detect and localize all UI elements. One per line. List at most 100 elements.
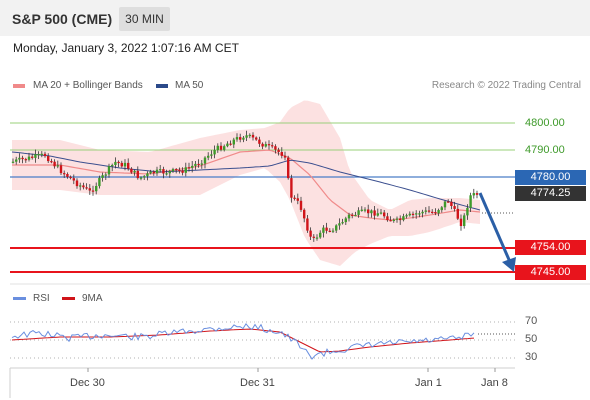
candle-body [248,134,251,137]
candle-body [75,180,79,187]
candle-body [319,232,322,238]
candle-body [373,210,376,216]
candle-body [392,219,395,221]
candle-body [69,176,72,179]
candle-body [47,156,50,162]
candle-body [178,170,181,172]
candle-body [88,188,91,191]
support-2-label: 4745.00 [515,265,586,280]
pivot-label: 4780.00 [515,170,586,185]
resistance-1-label: 4790.00 [525,144,565,156]
candle-body [431,211,434,213]
candle-body [287,157,290,179]
candle-body [370,210,373,214]
candle-body [223,146,226,150]
candle-body [469,195,472,208]
candle-body [443,201,447,208]
candle-body [376,213,379,216]
ma50-swatch [156,84,168,88]
rsi-line [11,322,475,360]
candle-body [165,173,168,175]
candle-body [146,173,149,177]
candle-body [95,186,98,192]
candle-body [120,162,123,167]
candle-body [280,152,283,156]
candle-body [114,161,117,165]
candle-body [50,161,53,163]
candle-body [322,227,325,233]
candle-body [133,170,136,173]
forecast-arrow-head [502,257,516,272]
candle-body [152,171,155,174]
resistance-2-label: 4800.00 [525,117,565,129]
candle-body [72,178,75,181]
candle-body [27,156,31,160]
xaxis-label-jan8: Jan 8 [481,377,508,389]
candle-body [341,222,344,224]
ma20-line [12,149,481,221]
candle-body [351,214,354,216]
candle-body [235,137,239,140]
candle-body [226,143,229,147]
instrument-title: S&P 500 (CME) [12,11,113,27]
candle-body [363,209,367,211]
candle-body [200,163,203,165]
candle-body [245,135,248,138]
candle-body [367,209,370,214]
ma50-line [11,151,481,211]
candle-body [171,169,175,172]
candle-body [143,176,146,178]
candle-body [344,218,347,223]
candle-body [66,174,69,177]
legend-rsi: RSI [33,293,50,304]
timeframe-button[interactable]: 30 MIN [119,7,170,31]
candle-body [325,227,328,231]
candle-body [31,156,34,158]
candle-body [239,137,242,140]
candle-body [82,185,85,188]
candle-body [251,134,255,138]
candle-body [411,213,415,215]
candle-body [59,165,63,174]
xaxis-label-jan1: Jan 1 [415,377,442,389]
candle-body [360,209,363,211]
candle-body [123,162,127,167]
candle-body [415,213,418,215]
candle-body [309,230,312,237]
candle-body [155,169,159,174]
candle-body [261,143,264,147]
candle-body [463,215,466,226]
candle-body [296,198,299,201]
candle-body [306,218,309,231]
candle-body [168,171,171,174]
candle-body [98,177,101,187]
candle-body [34,154,37,158]
last-price-label: 4774.25 [515,186,586,201]
candle-body [53,161,56,167]
candle-body [203,157,207,164]
candle-body [383,212,386,217]
candle-body [274,146,277,150]
candle-body [277,149,280,152]
candle-body [405,215,408,217]
candle-body [293,197,296,199]
candle-body [21,157,24,160]
candle-body [386,216,389,221]
candle-body [290,178,293,198]
candle-body [315,237,319,239]
candle-body [184,167,187,173]
candle-body [450,201,453,206]
header-bar: S&P 500 (CME) 30 MIN [0,0,590,36]
forecast-arrow-shaft [478,192,512,263]
candle-body [379,212,383,214]
candle-body [427,210,431,212]
candle-body [338,223,341,226]
candle-body [264,144,267,147]
candle-body [181,170,184,173]
candle-body [456,208,459,219]
candle-body [466,207,469,216]
candle-body [101,175,104,178]
xaxis-label-dec31: Dec 31 [240,377,275,389]
candle-body [357,210,360,215]
